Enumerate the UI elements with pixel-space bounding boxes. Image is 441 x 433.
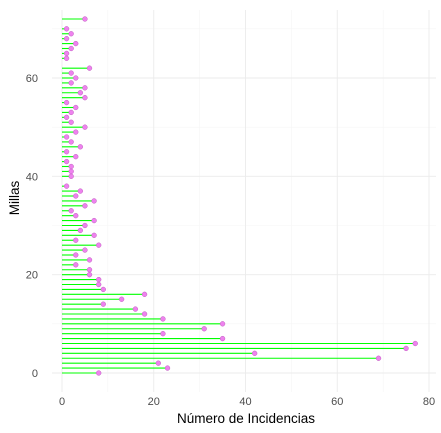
lollipop-point: [68, 208, 74, 214]
minor-grid: [52, 10, 436, 392]
points-layer: [63, 16, 418, 376]
lollipop-point: [252, 350, 258, 356]
lollipop-point: [155, 360, 161, 366]
lollipop-point: [63, 50, 70, 57]
lollipop-point: [68, 119, 74, 125]
y-tick-label: 20: [26, 270, 38, 282]
lollipop-point: [96, 276, 102, 283]
y-axis-title: Millas: [7, 181, 22, 216]
lollipop-point: [100, 301, 106, 307]
lollipop-point: [86, 267, 93, 273]
x-axis-ticks: 0 20 40 60 80: [59, 396, 435, 408]
lollipop-point: [73, 262, 79, 268]
lollipop-point: [73, 104, 79, 111]
lollipop-point: [63, 158, 70, 165]
y-tick-label: 0: [32, 368, 38, 380]
x-axis-title: Número de Incidencias: [177, 411, 315, 426]
lollipop-point: [160, 316, 166, 322]
stems-layer: [62, 18, 416, 374]
lollipop-point: [63, 134, 70, 140]
lollipop-point: [77, 188, 83, 194]
lollipop-point: [82, 124, 88, 130]
lollipop-point: [77, 144, 83, 150]
lollipop-point: [68, 163, 74, 170]
lollipop-point: [68, 45, 74, 52]
lollipop-point: [86, 257, 93, 263]
lollipop-point: [82, 222, 88, 229]
lollipop-point: [68, 173, 74, 179]
lollipop-point: [68, 80, 74, 86]
lollipop-point: [63, 26, 70, 32]
lollipop-point: [141, 311, 148, 317]
lollipop-point: [375, 355, 382, 361]
lollipop-point: [86, 272, 93, 278]
lollipop-point: [96, 281, 102, 288]
lollipop-point: [77, 227, 83, 234]
lollipop-point: [73, 40, 79, 47]
lollipop-point: [68, 31, 74, 37]
lollipop-point: [63, 183, 70, 189]
lollipop-point: [160, 331, 166, 337]
y-axis-ticks: 0 20 40 60: [26, 73, 38, 380]
lollipop-point: [73, 75, 79, 81]
x-tick-label: 60: [331, 396, 343, 408]
lollipop-point: [63, 36, 70, 42]
lollipop-point: [91, 232, 97, 238]
lollipop-point: [68, 139, 74, 145]
lollipop-point: [82, 16, 88, 22]
lollipop-point: [73, 213, 79, 219]
x-tick-label: 20: [148, 396, 160, 408]
lollipop-point: [100, 286, 106, 293]
lollipop-point: [412, 340, 418, 347]
lollipop-point: [77, 90, 83, 96]
lollipop-point: [63, 114, 70, 120]
lollipop-point: [132, 306, 139, 312]
lollipop-point: [96, 242, 102, 248]
lollipop-point: [73, 154, 79, 160]
lollipop-point: [73, 252, 79, 258]
y-tick-label: 60: [26, 73, 38, 85]
lollipop-point: [164, 365, 171, 371]
lollipop-point: [96, 370, 102, 376]
lollipop-point: [201, 326, 207, 332]
x-tick-label: 0: [59, 396, 65, 408]
lollipop-point: [73, 237, 79, 243]
x-tick-label: 80: [423, 396, 435, 408]
x-tick-label: 40: [239, 396, 251, 408]
lollipop-point: [82, 203, 88, 209]
lollipop-point: [63, 149, 70, 155]
lollipop-point: [141, 291, 148, 297]
lollipop-point: [63, 55, 70, 61]
lollipop-point: [91, 217, 97, 224]
lollipop-point: [73, 193, 79, 199]
lollipop-point: [73, 129, 79, 135]
lollipop-point: [82, 95, 88, 101]
lollipop-point: [68, 70, 74, 76]
lollipop-point: [68, 168, 74, 175]
lollipop-point: [118, 296, 125, 302]
lollipop-point: [82, 85, 88, 91]
lollipop-point: [91, 198, 97, 204]
lollipop-point: [82, 247, 88, 253]
lollipop-point: [63, 99, 70, 106]
lollipop-point: [86, 65, 93, 71]
y-tick-label: 40: [26, 171, 38, 183]
lollipop-point: [68, 109, 74, 116]
lollipop-point: [403, 345, 409, 352]
lollipop-point: [219, 335, 226, 342]
lollipop-point: [219, 321, 226, 327]
